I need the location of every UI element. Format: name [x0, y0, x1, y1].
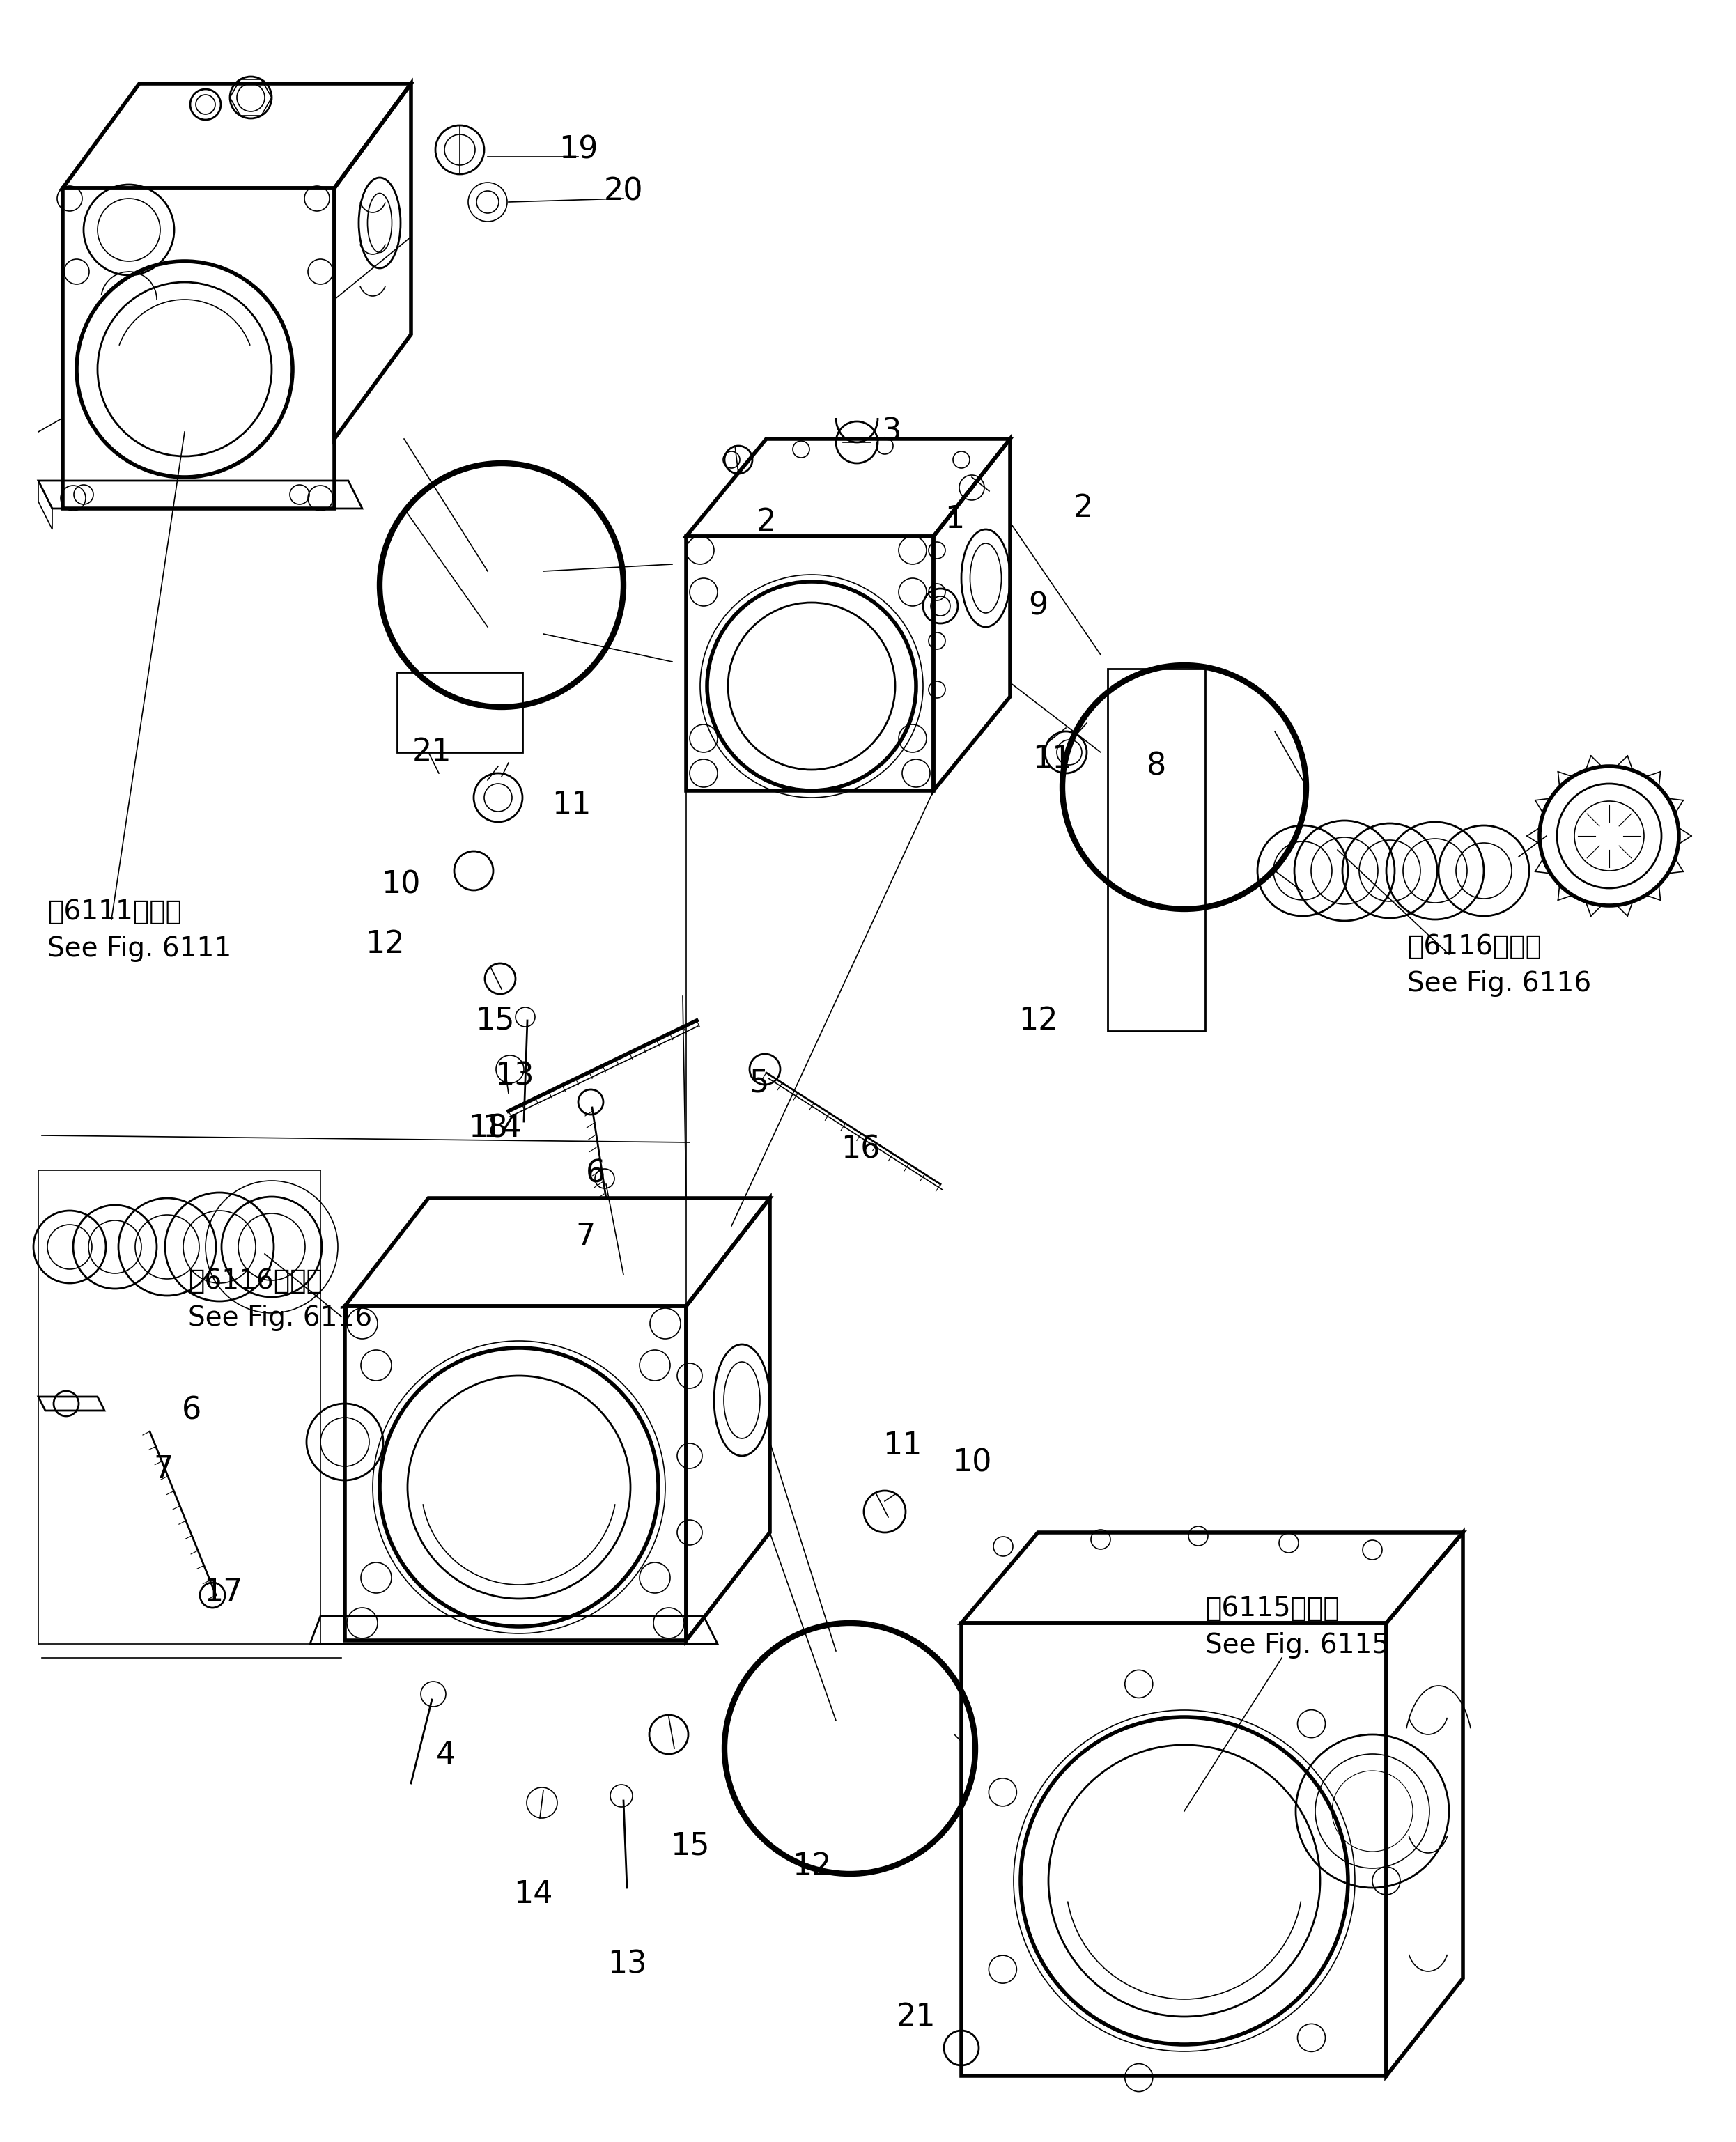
Text: 6: 6 — [585, 1159, 606, 1189]
Text: 19: 19 — [559, 135, 597, 165]
Text: 21: 21 — [411, 737, 451, 767]
Text: 17: 17 — [203, 1577, 243, 1606]
Text: 16: 16 — [840, 1135, 880, 1165]
Text: 7: 7 — [575, 1221, 595, 1251]
Text: 13: 13 — [495, 1060, 535, 1090]
Text: 11: 11 — [1033, 743, 1071, 773]
Text: 20: 20 — [604, 176, 644, 206]
Text: 3: 3 — [882, 418, 901, 448]
Text: 5: 5 — [750, 1069, 769, 1099]
Text: 第6116図参照
See Fig. 6116: 第6116図参照 See Fig. 6116 — [1408, 934, 1592, 996]
Text: 2: 2 — [1073, 493, 1094, 523]
Text: 1: 1 — [944, 503, 963, 533]
Text: 第6115図参照
See Fig. 6115: 第6115図参照 See Fig. 6115 — [1205, 1596, 1389, 1658]
Text: 15: 15 — [670, 1831, 710, 1861]
Text: 4: 4 — [436, 1741, 455, 1771]
Text: 2: 2 — [757, 508, 776, 538]
Text: 11: 11 — [882, 1431, 922, 1461]
Text: 15: 15 — [476, 1005, 514, 1035]
Text: 14: 14 — [514, 1881, 552, 1911]
Text: 第6111図参照
See Fig. 6111: 第6111図参照 See Fig. 6111 — [47, 900, 231, 962]
Text: 6: 6 — [182, 1397, 201, 1427]
Text: 10: 10 — [380, 870, 420, 900]
Text: 10: 10 — [951, 1448, 991, 1478]
Text: 21: 21 — [896, 2001, 936, 2031]
Text: 7: 7 — [155, 1454, 174, 1484]
Text: 12: 12 — [792, 1853, 832, 1883]
Text: 12: 12 — [1019, 1005, 1057, 1035]
Text: 14: 14 — [483, 1114, 521, 1144]
Text: 18: 18 — [469, 1114, 507, 1144]
Text: 第6116図参照
See Fig. 6116: 第6116図参照 See Fig. 6116 — [187, 1268, 372, 1330]
Text: 11: 11 — [552, 790, 590, 820]
Text: 8: 8 — [1146, 752, 1167, 782]
Text: 13: 13 — [608, 1949, 648, 1979]
Text: 9: 9 — [1028, 591, 1049, 621]
Text: 12: 12 — [365, 930, 404, 960]
